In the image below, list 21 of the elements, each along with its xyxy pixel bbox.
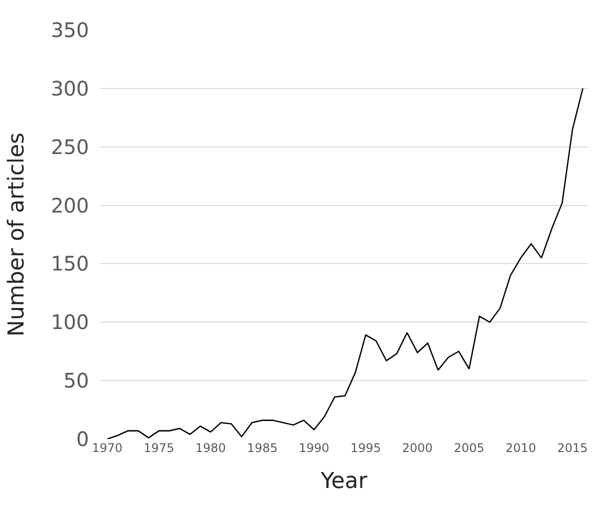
y-tick-label: 350 [50,18,89,42]
line-series [106,88,584,439]
x-tick-label: 2015 [557,441,588,455]
x-tick-label: 2005 [454,441,484,455]
y-tick-label: 250 [50,134,89,159]
x-axis-title: Year [320,468,368,494]
x-tick-label: 1985 [247,441,278,455]
y-tick-label: 200 [50,193,89,218]
y-tick-label: 50 [64,368,89,393]
x-tick-label: 2010 [506,441,536,455]
x-tick-label: 1980 [195,441,226,455]
x-tick-label: 1995 [350,441,381,455]
y-tick-label: 0 [76,427,89,451]
y-tick-label: 150 [50,252,89,276]
x-tick-label: 1975 [144,441,174,455]
y-tick-label: 100 [50,310,89,334]
y-tick-label: 300 [50,76,89,100]
x-tick-label: 1990 [298,441,330,455]
x-tick-label: 1970 [92,441,123,455]
x-tick-label: 2000 [402,441,433,455]
y-axis-title: Number of articles [4,132,30,337]
